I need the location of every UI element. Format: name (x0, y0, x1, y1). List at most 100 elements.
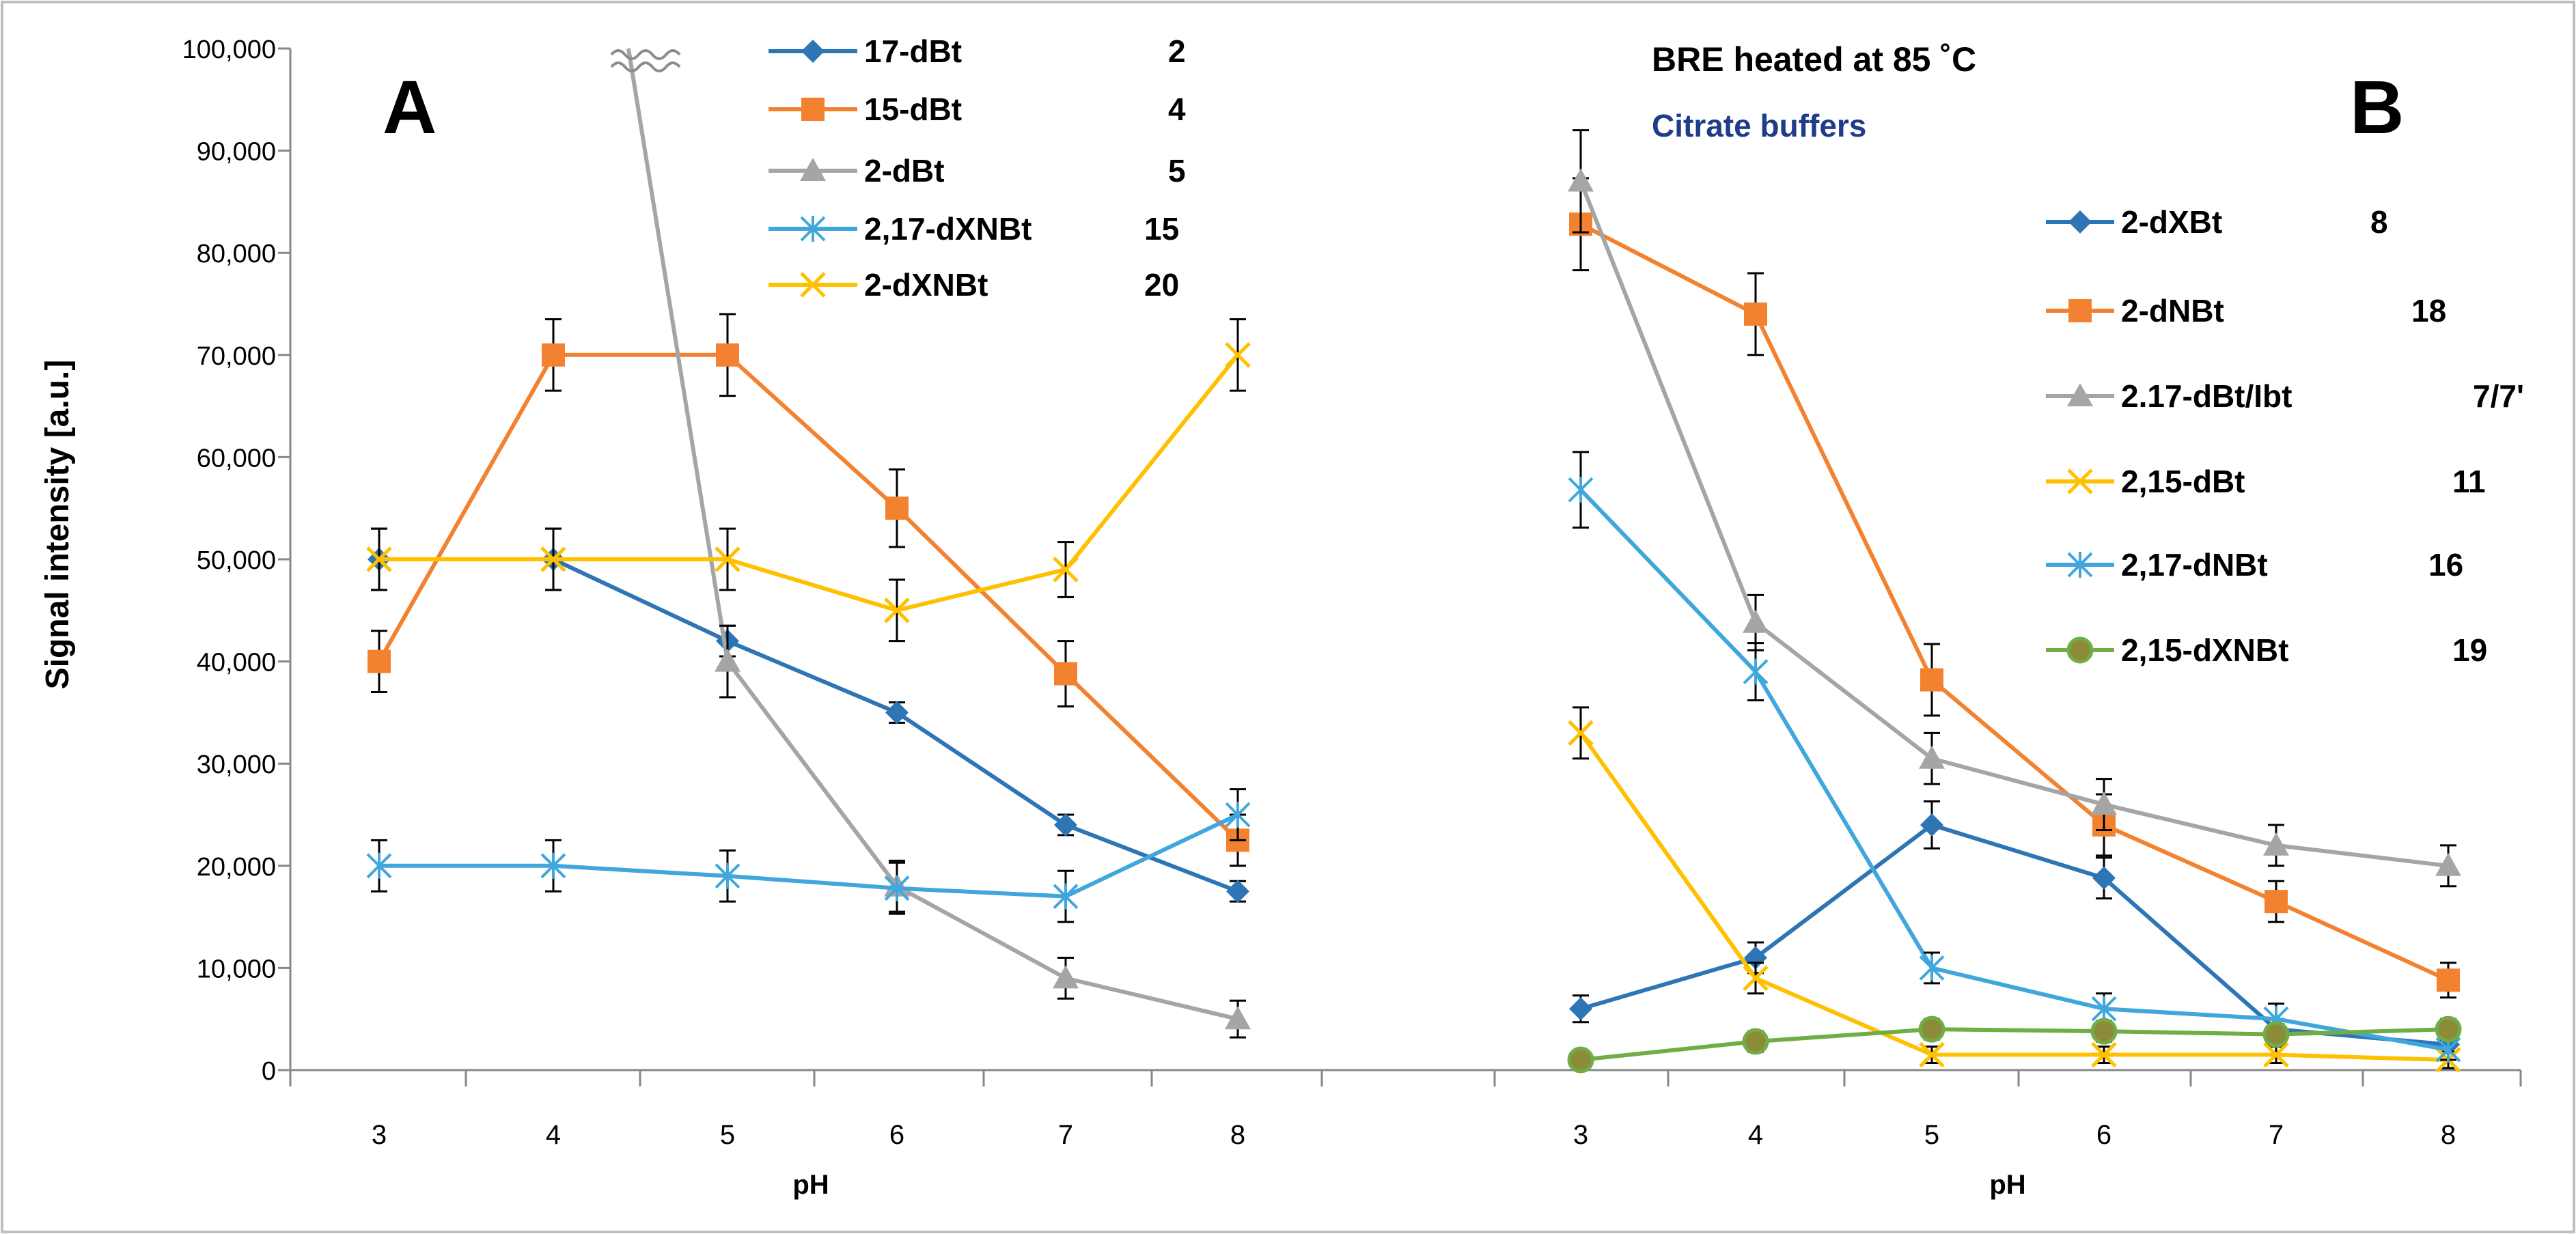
data-point (800, 216, 826, 242)
y-tick-label: 90,000 (197, 138, 276, 167)
legend-number: 11 (2452, 464, 2486, 499)
data-point (540, 852, 566, 879)
axis-break-mark (610, 49, 681, 72)
panel-label-a: A (383, 66, 437, 150)
data-point (801, 98, 825, 121)
data-point (715, 546, 740, 572)
data-point (2265, 890, 2288, 914)
data-point (1053, 557, 1079, 583)
data-point (2091, 1041, 2117, 1068)
legend-label: 2,17-dNBt (2121, 547, 2268, 583)
legend-number: 2 (1168, 33, 1186, 69)
data-point (2068, 210, 2092, 234)
data-point (884, 875, 910, 901)
legends: 17-dBt 215-dBt 42-dBt 52,17-dXNBt 152-dXNBt 2… (768, 33, 2524, 668)
data-point (2435, 852, 2461, 876)
legend-label: 2.17-dBt/Ibt (2121, 378, 2292, 414)
data-point (2091, 791, 2117, 815)
y-tick-label: 50,000 (197, 546, 276, 575)
series-path (1580, 1027, 2449, 1063)
data-point (1568, 168, 1594, 192)
data-point (1920, 813, 1943, 837)
data-point (715, 863, 740, 889)
panel-b-title: BRE heated at 85 ˚C (1652, 40, 1976, 79)
series-path (1579, 488, 2449, 1052)
data-point (2263, 832, 2289, 856)
data-point (2263, 1041, 2289, 1068)
data-point (1743, 658, 1769, 685)
x-tick-label: 5 (1924, 1120, 1939, 1150)
data-point (2091, 996, 2117, 1022)
data-point (542, 343, 565, 367)
x-tick-label: 4 (546, 1120, 561, 1150)
data-point (885, 701, 909, 725)
x-tick-label: 6 (889, 1120, 904, 1150)
series-line-1-5 (1567, 1015, 2462, 1074)
data-point (800, 158, 826, 181)
tick-labels: 0 10,000 20,000 30,000 40,000 50,000 60,000 70,… (182, 36, 2456, 1150)
break-wave (610, 49, 681, 60)
data-point (1919, 745, 1945, 769)
data-point (1053, 883, 1079, 910)
data-point (368, 649, 391, 673)
legend-number: 4 (1168, 92, 1186, 127)
y-tick-label: 30,000 (197, 751, 276, 779)
legend-item-1-1: 2-dNBt 18 (2046, 293, 2446, 328)
legend-label: 2-dXBt (2121, 204, 2222, 240)
legend-label: 2,17-dXNBt (864, 211, 1031, 247)
series-line-1-1 (1569, 177, 2460, 999)
legend-number: 8 (2370, 204, 2388, 240)
data-point (1742, 1028, 1769, 1055)
legend-number: 7/7' (2473, 378, 2524, 414)
data-point (1568, 720, 1594, 746)
legend-number: 16 (2428, 547, 2463, 583)
series-line-0-4 (366, 318, 1251, 643)
legend-item-0-3: 2,17-dXNBt 15 (768, 211, 1179, 247)
series-path (1579, 222, 2450, 983)
series-path (377, 352, 1240, 842)
data-point (1568, 477, 1594, 503)
series-path (1579, 180, 2449, 868)
data-point (1225, 342, 1251, 368)
legend-label: 2-dXNBt (864, 267, 988, 303)
x-tick-label: 8 (2441, 1120, 2456, 1150)
x-tick-label: 7 (1058, 1120, 1073, 1150)
data-point (1744, 302, 1767, 326)
series-layer (366, 48, 2462, 1074)
y-tick-label: 100,000 (182, 36, 276, 64)
x-axis-label-b: pH (1989, 1170, 2025, 1200)
series-line-1-2 (1568, 129, 2461, 888)
data-point (1225, 802, 1251, 828)
data-point (1054, 662, 1077, 686)
x-tick-label: 3 (1573, 1120, 1588, 1150)
y-tick-label: 40,000 (197, 649, 276, 677)
y-axis-label: Signal intensity [a.u.] (40, 360, 76, 690)
break-wave (610, 61, 681, 72)
x-tick-label: 7 (2269, 1120, 2284, 1150)
series-path (379, 353, 1240, 613)
y-tick-label: 0 (262, 1057, 276, 1086)
data-point (1567, 1046, 1594, 1074)
data-point (1054, 813, 1077, 837)
x-tick-label: 6 (2096, 1120, 2111, 1150)
data-point (2435, 1015, 2462, 1043)
legend-item-0-0: 17-dBt 2 (768, 33, 1186, 69)
legend-number: 15 (1144, 211, 1179, 247)
legend-number: 19 (2452, 632, 2487, 668)
legend-item-1-0: 2-dXBt 8 (2046, 204, 2388, 240)
x-tick-label: 4 (1748, 1120, 1763, 1150)
data-point (1743, 609, 1769, 633)
y-tick-label: 70,000 (197, 342, 276, 371)
data-point (1919, 955, 1945, 981)
data-point (885, 496, 909, 520)
data-point (2067, 468, 2093, 494)
data-point (2068, 299, 2092, 322)
y-tick-label: 80,000 (197, 240, 276, 268)
y-tick-label: 20,000 (197, 853, 276, 882)
series-line-1-3 (1568, 706, 2461, 1073)
y-tick-label: 60,000 (197, 444, 276, 473)
legend-item-0-2: 2-dBt 5 (768, 153, 1186, 188)
legend-label: 17-dBt (864, 33, 962, 69)
series-line-0-3 (366, 788, 1251, 923)
data-point (2262, 1021, 2290, 1048)
